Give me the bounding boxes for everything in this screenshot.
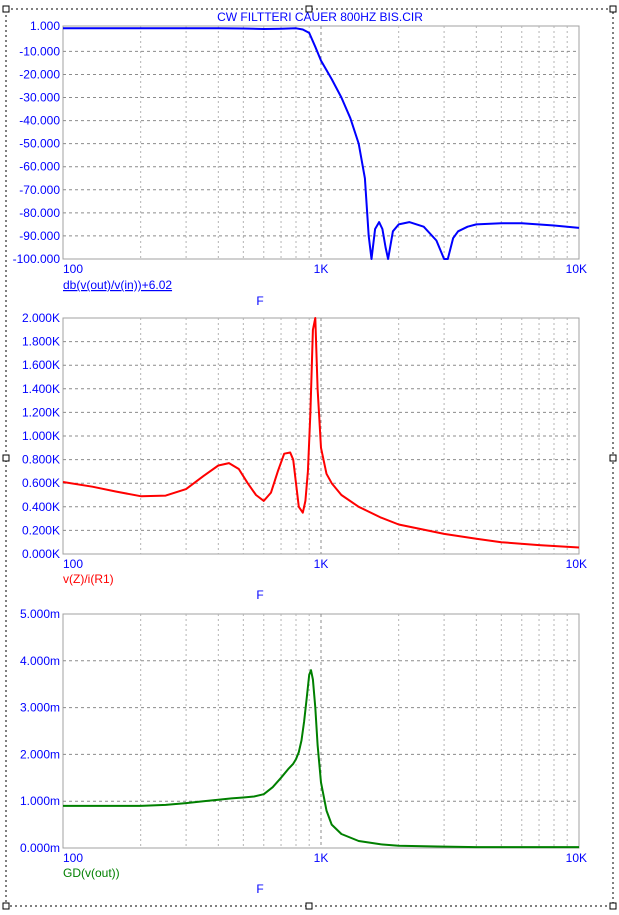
group-delay-x-tick-label: 1K xyxy=(314,851,329,865)
resize-handle-middle-right[interactable] xyxy=(609,454,617,462)
impedance-y-tick-label: 1.400K xyxy=(22,382,60,396)
resize-handle-top-center[interactable] xyxy=(305,5,313,13)
group-delay-y-tick-label: 3.000m xyxy=(20,701,60,715)
impedance-curve xyxy=(62,317,580,549)
impedance-x-tick-label: 100 xyxy=(63,557,83,571)
magnitude-curve xyxy=(63,27,580,260)
impedance-y-tick-label: 1.800K xyxy=(22,335,60,349)
magnitude-y-tick-label: 1.000 xyxy=(30,19,60,33)
group-delay-curve xyxy=(63,669,579,849)
impedance-plot-y-ticks: 0.000K 0.200K 0.400K 0.600K 0.800K 1.000K 1.20… xyxy=(22,311,60,561)
magnitude-y-tick-label: -60.000 xyxy=(19,160,60,174)
resize-handle-bottom-left[interactable] xyxy=(2,902,10,910)
magnitude-plot-x-ticks: 100 1K 10K xyxy=(63,262,587,276)
magnitude-plot: 1.000 -10.000 -20.000 -30.000 -40.000 -50.000… xyxy=(13,19,587,308)
resize-handle-bottom-center[interactable] xyxy=(305,902,313,910)
magnitude-x-tick-label: 100 xyxy=(63,262,83,276)
impedance-plot: 0.000K 0.200K 0.400K 0.600K 0.800K 1.000K 1.20… xyxy=(22,311,587,602)
group-delay-plot-grid xyxy=(63,614,579,848)
impedance-plot-x-ticks: 100 1K 10K xyxy=(63,557,587,571)
magnitude-y-tick-label: -30.000 xyxy=(19,91,60,105)
magnitude-plot-y-label: db(v(out)/v(in))+6.02 xyxy=(63,278,172,292)
magnitude-plot-grid xyxy=(63,26,579,259)
group-delay-x-tick-label: 100 xyxy=(63,851,83,865)
magnitude-y-tick-label: -70.000 xyxy=(19,183,60,197)
resize-handle-top-left[interactable] xyxy=(2,5,10,13)
group-delay-plot-x-ticks: 100 1K 10K xyxy=(63,851,587,865)
magnitude-y-tick-label: -80.000 xyxy=(19,206,60,220)
group-delay-plot-x-label: F xyxy=(256,882,263,896)
group-delay-plot: 0.000m 1.000m 2.000m 3.000m 4.000m 5.000m 100… xyxy=(20,607,587,896)
impedance-y-tick-label: 1.000K xyxy=(22,429,60,443)
impedance-y-tick-label: 2.000K xyxy=(22,311,60,325)
impedance-y-tick-label: 0.400K xyxy=(22,500,60,514)
magnitude-plot-y-ticks: 1.000 -10.000 -20.000 -30.000 -40.000 -50.000… xyxy=(13,19,61,266)
impedance-x-tick-label: 10K xyxy=(566,557,587,571)
chart-title: CW FILTTERI CAUER 800HZ BIS.CIR xyxy=(217,10,423,24)
group-delay-y-tick-label: 2.000m xyxy=(20,747,60,761)
group-delay-y-tick-label: 1.000m xyxy=(20,794,60,808)
group-delay-plot-y-label: GD(v(out)) xyxy=(63,866,120,880)
impedance-x-tick-label: 1K xyxy=(314,557,329,571)
impedance-y-tick-label: 0.800K xyxy=(22,453,60,467)
group-delay-y-tick-label: 5.000m xyxy=(20,607,60,621)
magnitude-x-tick-label: 10K xyxy=(566,262,587,276)
magnitude-y-tick-label: -10.000 xyxy=(19,44,60,58)
group-delay-y-tick-label: 0.000m xyxy=(20,841,60,855)
impedance-y-tick-label: 0.600K xyxy=(22,476,60,490)
magnitude-y-tick-label: -90.000 xyxy=(19,229,60,243)
impedance-y-tick-label: 1.600K xyxy=(22,358,60,372)
group-delay-plot-y-ticks: 0.000m 1.000m 2.000m 3.000m 4.000m 5.000m xyxy=(20,607,60,855)
magnitude-y-tick-label: -100.000 xyxy=(13,252,61,266)
impedance-y-tick-label: 1.200K xyxy=(22,405,60,419)
magnitude-x-tick-label: 1K xyxy=(314,262,329,276)
group-delay-x-tick-label: 10K xyxy=(566,851,587,865)
impedance-plot-x-label: F xyxy=(256,588,263,602)
magnitude-plot-x-label: F xyxy=(256,294,263,308)
resize-handle-bottom-right[interactable] xyxy=(609,902,617,910)
group-delay-y-tick-label: 4.000m xyxy=(20,654,60,668)
impedance-plot-y-label: v(Z)/i(R1) xyxy=(63,572,114,586)
magnitude-y-tick-label: -20.000 xyxy=(19,67,60,81)
magnitude-y-tick-label: -40.000 xyxy=(19,114,60,128)
impedance-y-tick-label: 0.200K xyxy=(22,523,60,537)
impedance-y-tick-label: 0.000K xyxy=(22,547,60,561)
resize-handle-top-right[interactable] xyxy=(609,5,617,13)
resize-handle-middle-left[interactable] xyxy=(2,454,10,462)
magnitude-y-tick-label: -50.000 xyxy=(19,137,60,151)
